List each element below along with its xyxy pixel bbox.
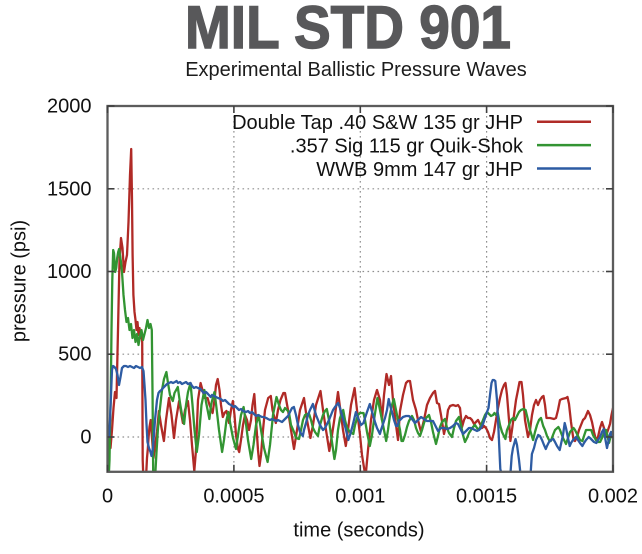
svg-text:0.0015: 0.0015 xyxy=(456,486,517,508)
svg-text:pressure (psi): pressure (psi) xyxy=(9,220,31,342)
svg-text:Double Tap .40 S&W 135 gr JHP: Double Tap .40 S&W 135 gr JHP xyxy=(232,112,523,134)
svg-text:0: 0 xyxy=(102,486,113,508)
svg-text:500: 500 xyxy=(58,344,91,366)
svg-text:Experimental Ballistic Pressur: Experimental Ballistic Pressure Waves xyxy=(185,59,527,81)
svg-text:WWB 9mm 147 gr JHP: WWB 9mm 147 gr JHP xyxy=(316,159,523,181)
svg-text:0: 0 xyxy=(80,427,91,449)
svg-text:time (seconds): time (seconds) xyxy=(293,520,424,542)
svg-text:MIL STD 901: MIL STD 901 xyxy=(185,0,511,61)
svg-text:0.002: 0.002 xyxy=(588,486,638,508)
svg-text:.357 Sig 115 gr Quik-Shok: .357 Sig 115 gr Quik-Shok xyxy=(290,136,524,158)
svg-text:1000: 1000 xyxy=(47,261,92,283)
svg-text:0.001: 0.001 xyxy=(335,486,385,508)
svg-text:2000: 2000 xyxy=(47,96,92,118)
svg-text:1500: 1500 xyxy=(47,178,92,200)
svg-text:0.0005: 0.0005 xyxy=(203,486,264,508)
